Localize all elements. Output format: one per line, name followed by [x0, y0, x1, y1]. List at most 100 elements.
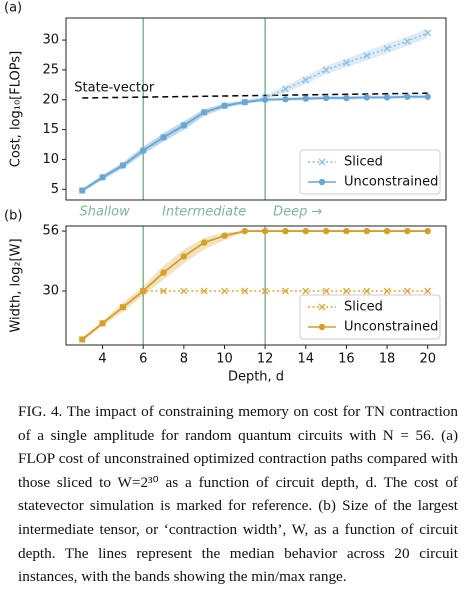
- panel-label: (a): [4, 1, 22, 16]
- region-label: Intermediate: [162, 205, 246, 220]
- range-band: [82, 231, 428, 342]
- legend-label: Sliced: [344, 155, 383, 170]
- marker-x: [403, 37, 411, 45]
- marker-dot: [79, 187, 86, 194]
- marker-x: [302, 76, 310, 84]
- marker-dot: [221, 102, 228, 109]
- reference-line: [82, 92, 428, 99]
- x-tick-label: 18: [379, 352, 396, 367]
- marker-dot: [119, 303, 127, 311]
- marker-x: [302, 287, 310, 295]
- x-tick-label: 20: [419, 352, 436, 367]
- legend-box: [299, 149, 441, 195]
- marker-x: [318, 158, 326, 166]
- marker-dot: [200, 239, 208, 246]
- marker-dot: [343, 227, 350, 235]
- marker-dot: [302, 95, 309, 102]
- x-tick-label: 10: [216, 352, 233, 367]
- marker-dot: [363, 94, 370, 101]
- x-tick-label: 16: [338, 352, 355, 367]
- marker-dot: [180, 122, 188, 129]
- marker-dot: [140, 287, 147, 295]
- y-tick-label: 25: [42, 62, 59, 77]
- region-label: Shallow: [79, 205, 130, 220]
- y-axis-label: Cost, log₁₀[FLOPs]: [9, 51, 24, 167]
- y-tick-label: 5: [51, 182, 59, 197]
- marker-x: [282, 85, 289, 93]
- marker-dot: [180, 253, 188, 260]
- y-tick-label: 30: [42, 284, 59, 299]
- marker-dot: [79, 336, 86, 343]
- marker-dot: [160, 269, 167, 276]
- range-band: [82, 28, 428, 193]
- plot-frame: [65, 225, 447, 346]
- marker-dot: [282, 95, 289, 103]
- y-tick-label: 30: [42, 33, 59, 48]
- marker-x: [403, 287, 411, 295]
- marker-dot: [343, 94, 350, 102]
- marker-x: [424, 287, 432, 295]
- marker-dot: [404, 93, 411, 100]
- series-line: [81, 95, 428, 192]
- marker-x: [383, 44, 391, 52]
- marker-x: [322, 287, 330, 295]
- marker-dot: [318, 323, 326, 331]
- x-tick-label: 6: [139, 352, 147, 367]
- marker-dot: [383, 94, 391, 101]
- marker-x: [160, 287, 167, 295]
- marker-dot: [302, 227, 309, 235]
- marker-x: [200, 287, 208, 295]
- legend-label: Unconstrained: [344, 175, 438, 190]
- panel-label: (b): [4, 209, 22, 224]
- marker-dot: [140, 147, 147, 154]
- marker-x: [342, 287, 350, 295]
- marker-x: [261, 287, 269, 295]
- marker-dot: [119, 162, 127, 169]
- caption: FIG. 4. The impact of constraining memor…: [18, 403, 458, 586]
- marker-dot: [241, 98, 249, 106]
- marker-dot: [282, 227, 289, 235]
- y-tick-label: 15: [42, 122, 59, 137]
- x-tick-label: 14: [298, 352, 315, 367]
- y-tick-label: 10: [42, 152, 59, 167]
- y-tick-label: 56: [42, 224, 59, 239]
- region-label: Deep →: [273, 205, 322, 220]
- marker-x: [363, 52, 371, 60]
- legend-label: Sliced: [344, 300, 383, 315]
- x-tick-label: 4: [98, 352, 106, 367]
- x-axis-label: Depth, d: [228, 370, 284, 385]
- marker-dot: [99, 174, 106, 181]
- x-tick-label: 12: [257, 352, 274, 367]
- marker-x: [180, 287, 188, 295]
- marker-dot: [261, 227, 269, 235]
- marker-dot: [424, 93, 431, 100]
- marker-dot: [241, 227, 249, 235]
- marker-x: [342, 59, 350, 67]
- marker-dot: [383, 227, 391, 235]
- marker-dot: [200, 109, 208, 116]
- marker-dot: [322, 227, 330, 235]
- marker-dot: [424, 227, 431, 235]
- marker-x: [318, 303, 326, 311]
- y-tick-label: 20: [42, 92, 59, 107]
- marker-x: [363, 287, 371, 295]
- figure: (a) 5 10 15 20 25 30 Cost, log₁₀[FLOPs] Shallow I…: [4, 1, 447, 385]
- marker-dot: [160, 134, 167, 141]
- plot-frame: [65, 17, 447, 201]
- marker-x: [322, 66, 330, 74]
- range-band: [82, 94, 428, 193]
- legend-box: [299, 294, 441, 340]
- marker-x: [282, 287, 289, 295]
- marker-x: [241, 287, 249, 295]
- marker-dot: [363, 227, 370, 235]
- y-axis-label: Width, log₂[W]: [9, 238, 24, 332]
- legend-label: Unconstrained: [344, 320, 438, 335]
- series-line: [81, 230, 428, 341]
- marker-dot: [221, 232, 228, 239]
- marker-x: [424, 29, 432, 37]
- marker-dot: [261, 96, 269, 103]
- marker-dot: [318, 178, 326, 186]
- marker-dot: [404, 227, 411, 235]
- marker-dot: [322, 94, 330, 102]
- reference-label: State-vector: [74, 80, 155, 95]
